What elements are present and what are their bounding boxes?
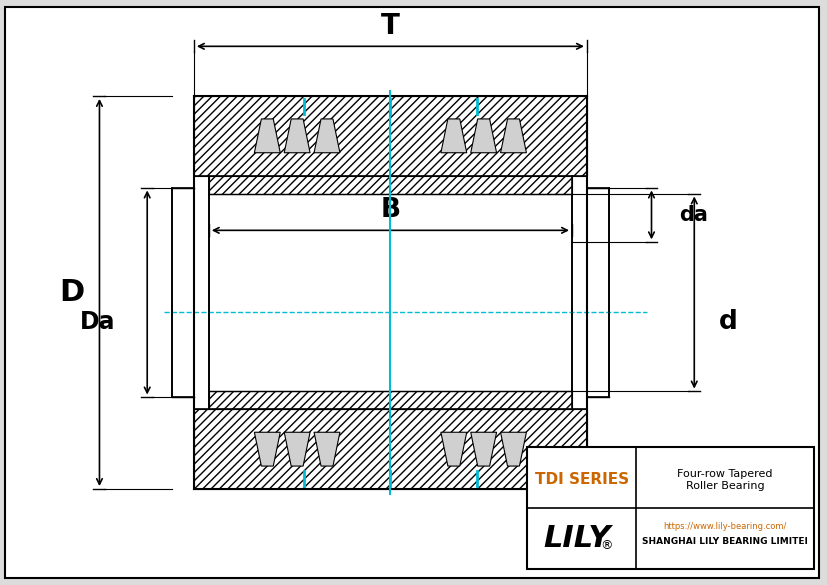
- Text: B: B: [380, 198, 400, 223]
- Bar: [194, 96, 586, 176]
- Text: ®: ®: [600, 539, 612, 552]
- Text: LILY: LILY: [543, 524, 609, 553]
- Bar: [208, 176, 571, 410]
- Text: d: d: [719, 309, 737, 335]
- Polygon shape: [471, 119, 496, 153]
- Bar: [208, 391, 571, 409]
- Polygon shape: [313, 119, 340, 153]
- Bar: [194, 410, 586, 489]
- Text: https://www.lily-bearing.com/: https://www.lily-bearing.com/: [662, 522, 786, 531]
- Bar: [527, 447, 813, 569]
- Text: SHANGHAI LILY BEARING LIMITEI: SHANGHAI LILY BEARING LIMITEI: [641, 537, 807, 546]
- Polygon shape: [500, 432, 526, 466]
- Text: TDI SERIES: TDI SERIES: [534, 473, 628, 487]
- Polygon shape: [440, 432, 466, 466]
- Polygon shape: [284, 119, 309, 153]
- Polygon shape: [254, 119, 280, 153]
- Polygon shape: [254, 432, 280, 466]
- Polygon shape: [284, 432, 309, 466]
- Text: D: D: [59, 278, 84, 307]
- Polygon shape: [313, 432, 340, 466]
- Bar: [208, 176, 571, 194]
- Text: T: T: [380, 12, 399, 40]
- Bar: [172, 188, 194, 397]
- Text: Da: Da: [79, 310, 115, 335]
- Bar: [586, 188, 608, 397]
- Polygon shape: [440, 119, 466, 153]
- Polygon shape: [471, 432, 496, 466]
- Text: da: da: [678, 205, 707, 225]
- Text: Four-row Tapered
Roller Bearing: Four-row Tapered Roller Bearing: [676, 469, 772, 491]
- Polygon shape: [500, 119, 526, 153]
